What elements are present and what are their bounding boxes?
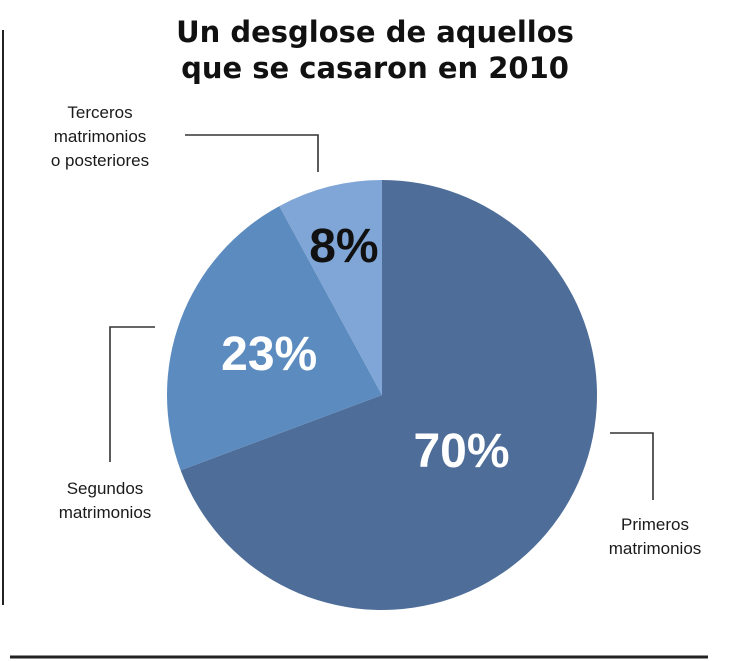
chart-title-line-2: que se casaron en 2010 <box>181 51 569 85</box>
slice-label-terceros-line-3: o posteriores <box>51 151 149 170</box>
slice-label-terceros-line-1: Terceros <box>67 103 132 122</box>
pie-slice-primeros <box>180 180 597 610</box>
slice-label-terceros-line-2: matrimonios <box>54 127 147 146</box>
pie-slices <box>166 180 597 610</box>
leader-line-segundos <box>109 326 155 462</box>
percent-label-terceros: 8% <box>309 220 378 273</box>
slice-label-primeros-line-2: matrimonios <box>609 539 702 558</box>
percent-label-primeros: 70% <box>413 425 509 478</box>
pie-slice-terceros <box>279 180 382 395</box>
leader-line-terceros <box>185 134 319 172</box>
slice-label-segundos-line-2: matrimonios <box>59 503 152 522</box>
percentage-labels: 70% 23% 8% <box>221 220 509 478</box>
leader-line-primeros <box>610 432 654 500</box>
percent-label-segundos: 23% <box>221 328 317 381</box>
slice-label-primeros-line-1: Primeros <box>621 515 689 534</box>
slice-label-segundos-line-1: Segundos <box>67 479 144 498</box>
pie-slice-segundos <box>166 206 382 471</box>
chart-title-line-1: Un desglose de aquellos <box>176 15 574 49</box>
